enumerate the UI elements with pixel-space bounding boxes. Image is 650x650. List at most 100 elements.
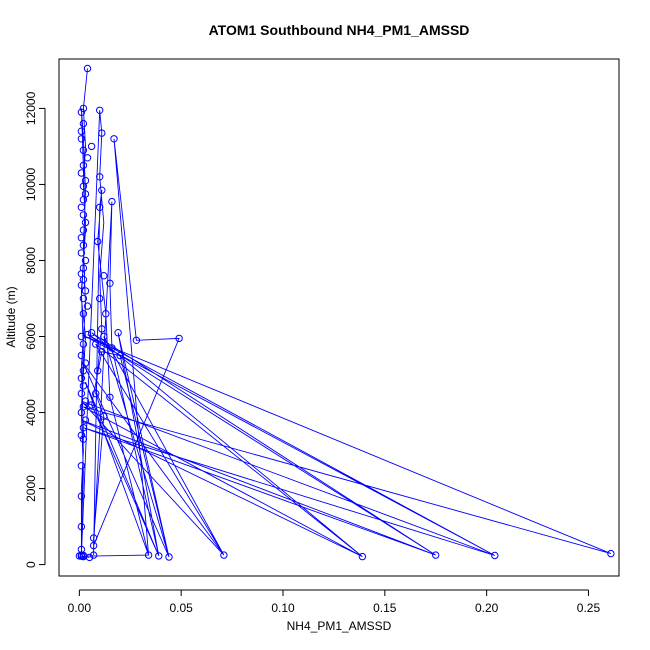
data-point [144, 551, 153, 559]
data-point [358, 552, 367, 561]
data-point [96, 294, 104, 303]
data-point [77, 127, 86, 135]
data-point [77, 169, 86, 177]
data-point [106, 393, 114, 401]
chart-title: ATOM1 Southbound NH4_PM1_AMSSD [209, 22, 470, 38]
y-tick-label: 4000 [24, 399, 38, 426]
y-axis-label: Altitude (m) [4, 286, 18, 347]
y-tick-label: 8000 [24, 247, 38, 274]
data-point [106, 279, 114, 287]
y-axis: 0 2000 4000 6000 8000 10000 12000 [24, 91, 46, 568]
y-tick-label: 6000 [24, 323, 38, 350]
y-tick-label: 2000 [24, 475, 38, 502]
data-point [79, 104, 88, 113]
data-point [77, 374, 86, 382]
data-point [94, 367, 102, 375]
data-point [79, 182, 88, 191]
data-point [79, 241, 88, 250]
data-point [98, 348, 106, 356]
data-point [77, 203, 86, 212]
data-point [77, 431, 86, 439]
data-point [92, 340, 100, 348]
data-point [79, 226, 88, 234]
data-point [81, 218, 90, 227]
data-point [77, 522, 86, 531]
data-point [81, 287, 90, 295]
data-point [110, 135, 118, 143]
data-point [77, 108, 86, 116]
data-point [77, 408, 86, 417]
data-point [79, 340, 88, 348]
data-point [79, 424, 88, 432]
data-point [77, 281, 86, 289]
x-tick-label: 0.10 [271, 601, 295, 615]
data-point [79, 435, 88, 443]
y-tick-label: 12000 [24, 91, 38, 125]
data-point [79, 310, 88, 318]
data-point [96, 203, 104, 212]
data-point [79, 146, 88, 154]
data-point [81, 416, 90, 424]
data-point [79, 211, 88, 219]
data-point [96, 173, 104, 181]
data-point [79, 196, 88, 204]
data-point [165, 553, 173, 561]
data-point [77, 234, 86, 242]
x-axis: 0.00 0.05 0.10 0.15 0.20 0.25 [68, 589, 601, 615]
series-lines [79, 68, 612, 558]
data-point [114, 329, 122, 337]
data-point [79, 382, 88, 390]
data-point [79, 161, 88, 170]
data-point [100, 332, 108, 341]
data-point [94, 237, 102, 246]
data-point [175, 334, 183, 343]
data-point [77, 249, 86, 257]
y-tick-label: 10000 [24, 167, 38, 201]
data-point [79, 367, 88, 375]
x-tick-label: 0.05 [170, 601, 194, 615]
x-axis-label: NH4_PM1_AMSSD [287, 619, 392, 633]
data-point [87, 401, 96, 409]
x-tick-label: 0.25 [577, 601, 601, 615]
data-point [98, 129, 106, 137]
data-point [432, 551, 440, 559]
data-point [100, 272, 108, 280]
data-point [100, 412, 108, 420]
data-point [98, 186, 106, 194]
series-points [75, 64, 615, 562]
data-point [155, 552, 163, 560]
data-point [77, 135, 86, 143]
data-point [607, 549, 615, 558]
data-point [79, 551, 88, 560]
data-point [132, 336, 141, 344]
data-point [79, 119, 88, 128]
data-point [77, 332, 86, 341]
y-tick-label: 0 [24, 561, 38, 568]
data-point [83, 64, 92, 73]
data-point [108, 197, 116, 206]
data-point [83, 302, 92, 310]
data-point [77, 462, 86, 470]
series-line [79, 68, 612, 558]
data-point [92, 389, 100, 398]
data-point [87, 329, 96, 337]
data-point [96, 106, 104, 115]
data-point [220, 551, 228, 559]
data-point [81, 359, 90, 367]
x-tick-label: 0.00 [68, 601, 92, 615]
data-point [89, 534, 98, 542]
data-point [77, 351, 86, 360]
data-point [87, 142, 96, 151]
data-point [108, 344, 116, 352]
data-point [89, 551, 98, 559]
data-point [77, 389, 86, 398]
x-tick-label: 0.15 [373, 601, 397, 615]
x-tick-label: 0.20 [475, 601, 499, 615]
plot-area [58, 58, 620, 577]
data-point [79, 294, 88, 303]
data-point [102, 310, 110, 318]
data-point [83, 154, 92, 162]
data-point [98, 325, 106, 333]
data-point [116, 351, 124, 360]
